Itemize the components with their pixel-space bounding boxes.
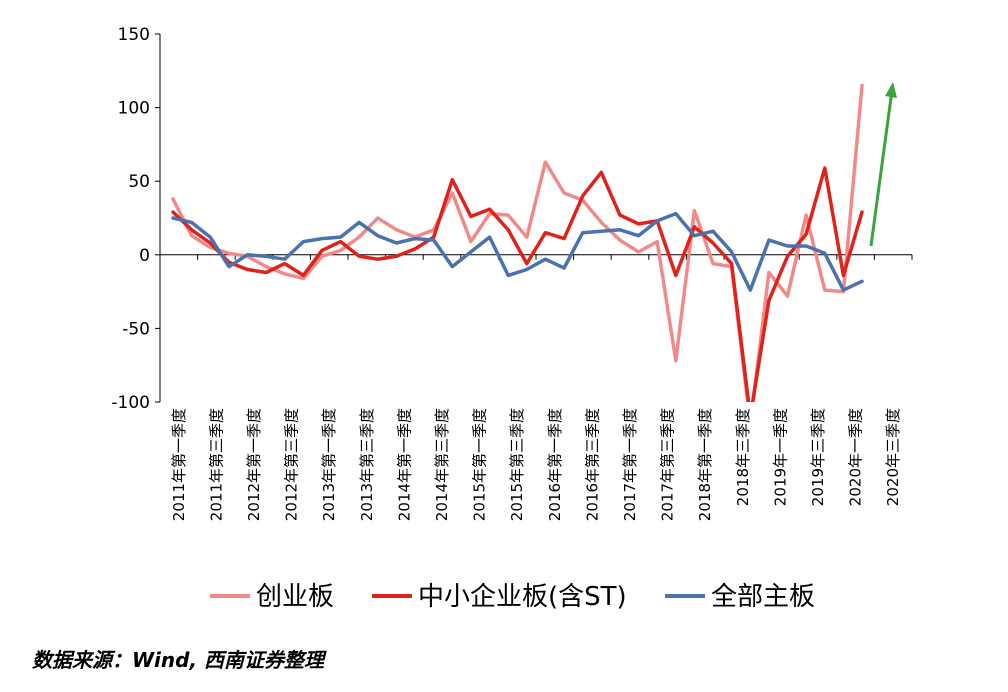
x-tick-label: 2016年第一季度 bbox=[546, 408, 564, 521]
x-tick-label: 2013年第一季度 bbox=[320, 408, 338, 521]
legend-label-3: 全部主板 bbox=[711, 582, 815, 612]
x-tick-label: 2019年三季度 bbox=[809, 408, 827, 506]
x-tick-label: 2018年三季度 bbox=[734, 408, 752, 506]
y-tick-label: -50 bbox=[122, 319, 150, 339]
x-tick-label: 2015年第一季度 bbox=[471, 408, 489, 521]
legend-label-2: 中小企业板(含ST) bbox=[418, 582, 627, 612]
x-tick-label: 2018年第一季度 bbox=[696, 408, 714, 521]
x-tick-label: 2020年一季度 bbox=[847, 408, 865, 506]
trend-arrow-layer bbox=[869, 82, 897, 247]
legend: 创业板 中小企业板(含ST) 全部主板 bbox=[210, 582, 815, 612]
x-tick-label: 2017年第三季度 bbox=[659, 408, 677, 521]
x-tick-label: 2014年第三季度 bbox=[433, 408, 451, 521]
x-tick-label: 2019年一季度 bbox=[771, 408, 789, 506]
x-tick-label: 2012年第一季度 bbox=[245, 408, 263, 521]
x-tick-label: 2016年第三季度 bbox=[583, 408, 601, 521]
series-line-2 bbox=[171, 166, 864, 402]
series-layer bbox=[171, 83, 864, 402]
x-tick-label: 2012年第三季度 bbox=[283, 408, 301, 521]
x-tick-label: 2011年第一季度 bbox=[170, 408, 188, 521]
x-tick-label: 2014年第一季度 bbox=[395, 408, 413, 521]
source-note: 数据来源：Wind, 西南证券整理 bbox=[32, 648, 325, 672]
trend-arrow-shaft bbox=[869, 93, 893, 247]
x-tick-label: 2011年第三季度 bbox=[207, 408, 225, 521]
series-line-3 bbox=[171, 211, 864, 292]
x-tick-label: 2017年第一季度 bbox=[621, 408, 639, 521]
x-tick-label: 2020年三季度 bbox=[884, 408, 902, 506]
y-tick-label: -100 bbox=[111, 393, 150, 413]
y-tick-label: 50 bbox=[128, 172, 150, 192]
x-tick-label: 2013年第三季度 bbox=[358, 408, 376, 521]
y-tick-label: 100 bbox=[118, 99, 150, 119]
x-tick-label: 2015年第三季度 bbox=[508, 408, 526, 521]
trend-arrow-head bbox=[885, 82, 897, 98]
y-tick-label: 150 bbox=[118, 25, 150, 45]
legend-label-1: 创业板 bbox=[256, 582, 334, 612]
y-tick-label: 0 bbox=[139, 246, 150, 266]
chart-axes: 150 100 50 0 -50 -100 2011年第一季度 2011年第三季度 2012年第… bbox=[111, 25, 913, 521]
